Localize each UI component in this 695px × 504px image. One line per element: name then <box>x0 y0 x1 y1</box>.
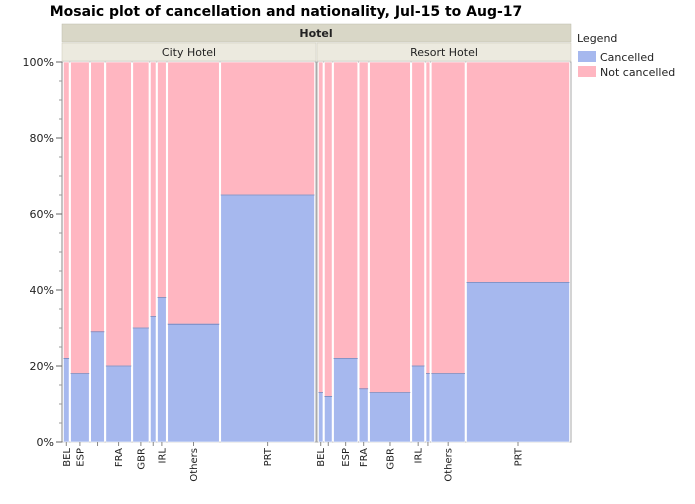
legend-swatch-cancelled <box>578 51 596 62</box>
x-label-city-hotel-fra: FRA <box>114 448 125 467</box>
legend-label-not-cancelled: Not cancelled <box>600 66 675 79</box>
tile-cancelled-resort-hotel-gbr <box>369 392 411 443</box>
legend-swatch-not-cancelled <box>578 66 596 77</box>
y-tick-label: 20% <box>30 360 54 373</box>
tile-not-cancelled-resort-hotel-irl <box>411 61 425 367</box>
x-label-city-hotel-others: Others <box>189 448 200 482</box>
y-axis: 0% 20% 40% 60% 80% 100% <box>23 56 63 449</box>
tile-cancelled-resort-hotel-bel <box>318 392 324 443</box>
x-label-resort-hotel-prt: PRT <box>514 447 525 466</box>
tile-cancelled-city-hotel-esp <box>70 373 90 443</box>
legend: Legend Cancelled Not cancelled <box>577 32 675 79</box>
x-label-city-hotel-bel: BEL <box>62 448 73 467</box>
y-tick-label: 80% <box>30 132 54 145</box>
y-tick-label: 60% <box>30 208 54 221</box>
panel-strip-resort-hotel <box>316 42 572 62</box>
tile-cancelled-city-hotel-prt <box>220 194 315 443</box>
x-label-city-hotel-gbr: GBR <box>136 448 147 470</box>
facet-header-strip <box>61 23 572 43</box>
tile-cancelled-resort-hotel-unlabeled-1 <box>324 396 333 443</box>
tile-cancelled-resort-hotel-others <box>431 373 466 443</box>
tile-cancelled-resort-hotel-unlabeled-6 <box>425 373 431 443</box>
tile-not-cancelled-city-hotel-unlabeled-5 <box>150 61 157 317</box>
x-label-city-hotel-irl: IRL <box>157 448 168 464</box>
tile-cancelled-resort-hotel-prt <box>466 282 570 443</box>
tile-not-cancelled-city-hotel-bel <box>63 61 70 359</box>
tile-not-cancelled-resort-hotel-esp <box>333 61 359 359</box>
tile-not-cancelled-resort-hotel-prt <box>466 61 570 283</box>
panel-label-resort-hotel: Resort Hotel <box>410 46 478 59</box>
x-label-resort-hotel-bel: BEL <box>316 448 327 467</box>
x-label-resort-hotel-fra: FRA <box>359 448 370 467</box>
panel-label-city-hotel: City Hotel <box>162 46 216 59</box>
x-label-resort-hotel-others: Others <box>444 448 455 482</box>
tile-cancelled-city-hotel-fra <box>105 365 132 443</box>
tile-cancelled-city-hotel-gbr <box>132 327 150 443</box>
tile-cancelled-city-hotel-unlabeled-5 <box>150 316 157 443</box>
x-label-resort-hotel-esp: ESP <box>341 448 352 467</box>
tile-not-cancelled-city-hotel-fra <box>105 61 132 367</box>
tile-not-cancelled-resort-hotel-fra <box>358 61 369 390</box>
tile-cancelled-resort-hotel-irl <box>411 365 425 443</box>
y-tick-label: 0% <box>37 436 54 449</box>
tile-not-cancelled-resort-hotel-unlabeled-6 <box>425 61 431 374</box>
x-axis-labels: BEL ESP FRA GBR IRL Others PRT BEL ESP FRA GBR IRL O… <box>62 442 525 482</box>
chart-title: Mosaic plot of cancellation and national… <box>50 4 523 20</box>
x-label-resort-hotel-gbr: GBR <box>385 448 396 470</box>
tile-cancelled-city-hotel-bel <box>63 358 70 443</box>
tile-cancelled-city-hotel-irl <box>157 297 167 443</box>
tile-not-cancelled-city-hotel-gbr <box>132 61 150 329</box>
x-label-resort-hotel-irl: IRL <box>414 448 425 464</box>
tile-not-cancelled-resort-hotel-unlabeled-1 <box>324 61 333 397</box>
x-label-city-hotel-esp: ESP <box>75 448 86 467</box>
tile-cancelled-city-hotel-others <box>167 323 220 443</box>
x-label-city-hotel-prt: PRT <box>263 447 274 466</box>
tile-cancelled-resort-hotel-fra <box>358 388 369 443</box>
tile-cancelled-resort-hotel-esp <box>333 358 359 443</box>
legend-label-cancelled: Cancelled <box>600 51 654 64</box>
tile-not-cancelled-city-hotel-irl <box>157 61 167 298</box>
tile-not-cancelled-resort-hotel-bel <box>318 61 324 393</box>
y-tick-label: 100% <box>23 56 54 69</box>
panel-strip-city-hotel <box>61 42 317 62</box>
tile-not-cancelled-city-hotel-others <box>167 61 220 325</box>
tile-not-cancelled-resort-hotel-others <box>431 61 466 374</box>
facet-header-label: Hotel <box>299 27 332 40</box>
legend-title: Legend <box>577 32 617 45</box>
tile-not-cancelled-resort-hotel-gbr <box>369 61 411 393</box>
tile-cancelled-city-hotel-unlabeled-2 <box>90 331 105 443</box>
tile-not-cancelled-city-hotel-prt <box>220 61 315 196</box>
mosaic-tiles <box>63 61 570 443</box>
tile-not-cancelled-city-hotel-esp <box>70 61 90 374</box>
panel-strips: City Hotel Resort Hotel <box>61 42 572 62</box>
tile-not-cancelled-city-hotel-unlabeled-2 <box>90 61 105 333</box>
y-tick-label: 40% <box>30 284 54 297</box>
